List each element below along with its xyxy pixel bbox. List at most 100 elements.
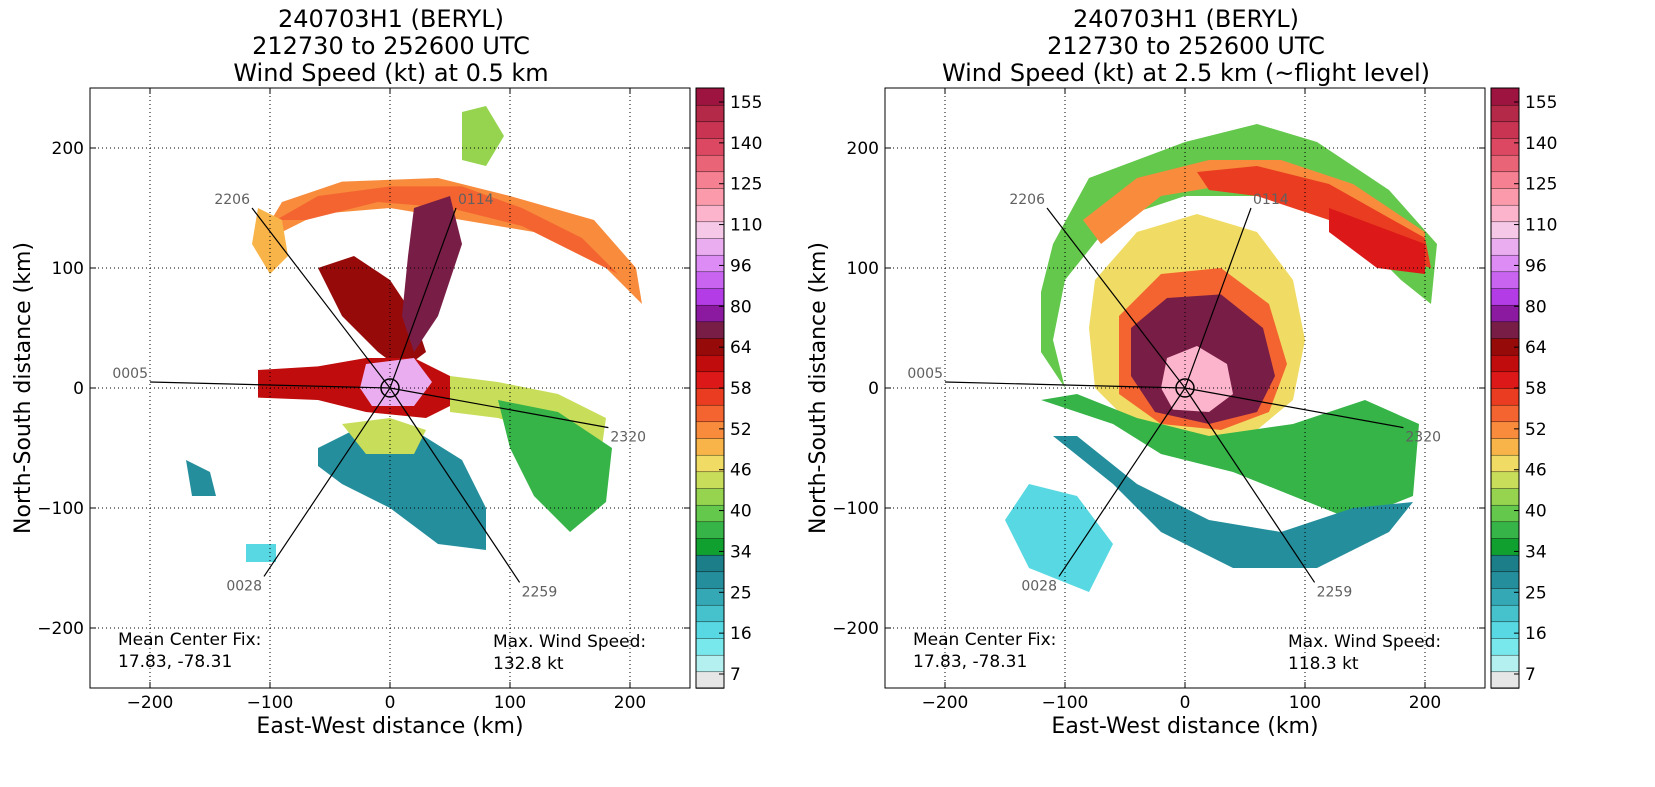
colorbar-tick-label: 125: [1525, 175, 1557, 195]
colorbar-cell: [695, 604, 725, 623]
flight-leg-label: 2206: [1009, 192, 1045, 208]
flight-leg-line: [389, 207, 457, 389]
y-tick-label: −200: [832, 619, 879, 639]
colorbar-cell: [1490, 254, 1520, 273]
x-tick-label: −200: [922, 693, 969, 713]
colorbar-cell: [1490, 604, 1520, 623]
colorbar-cell: [695, 487, 725, 506]
colorbar-cell: [695, 521, 725, 539]
colorbar-cell: [1490, 521, 1520, 539]
colorbar-cell: [695, 187, 725, 206]
colorbar-tick-label: 7: [730, 665, 741, 685]
flight-leg-label: 0114: [458, 192, 494, 208]
flight-leg-line: [944, 381, 1186, 389]
center-fix-value: 17.83, -78.31: [913, 652, 1027, 672]
chart-title-line-3: Wind Speed (kt) at 0.5 km: [233, 59, 549, 87]
wind-speed-swath: [1005, 484, 1113, 592]
colorbar-cell: [1490, 321, 1520, 339]
colorbar-tick-label: 96: [730, 256, 752, 276]
colorbar-tick-label: 46: [1525, 461, 1547, 481]
colorbar-cell: [695, 237, 725, 256]
flight-leg-label: 0005: [907, 366, 943, 382]
flight-leg-label: 2206: [214, 192, 250, 208]
flight-leg-label: 2320: [610, 430, 646, 446]
colorbar-tick-label: 140: [730, 134, 762, 154]
colorbar-cell: [695, 337, 725, 356]
wind-speed-swath: [1329, 208, 1425, 274]
colorbar-tick-label: 7: [1525, 665, 1536, 685]
flight-leg-line: [389, 387, 609, 429]
colorbar-cell: [1490, 87, 1520, 106]
flight-leg-line: [1058, 387, 1186, 577]
colorbar-tick-label: 52: [730, 420, 752, 440]
x-tick-label: −200: [127, 693, 174, 713]
colorbar-tick-label: 110: [1525, 216, 1557, 236]
center-fix-value: 17.83, -78.31: [118, 652, 232, 672]
colorbar-tick-label: 80: [1525, 297, 1547, 317]
max-wind-label: Max. Wind Speed:: [493, 632, 646, 652]
x-tick-label: −100: [247, 693, 294, 713]
flight-leg-line: [1184, 207, 1252, 389]
colorbar-cell: [695, 571, 725, 589]
colorbar-tick-label: 96: [1525, 256, 1547, 276]
colorbar-cell: [695, 204, 725, 223]
flight-leg-line: [1046, 207, 1186, 389]
colorbar-cell: [695, 137, 725, 156]
colorbar-tick-label: 155: [730, 93, 762, 113]
colorbar-cell: [695, 404, 725, 423]
chart-title-line-2: 212730 to 252600 UTC: [252, 32, 530, 60]
wind-speed-swath: [1053, 436, 1413, 568]
colorbar-tick-label: 52: [1525, 420, 1547, 440]
x-axis-label: East-West distance (km): [1051, 714, 1318, 739]
flight-leg-line: [1184, 387, 1316, 583]
colorbar-cell: [1490, 471, 1520, 489]
colorbar-cell: [1490, 187, 1520, 206]
wind-speed-chart-0.5km: 2206 0114 0005 2320 0028 2259 −200 −100 0 100 200 2…: [11, 87, 762, 739]
flight-leg-label: 0114: [1253, 192, 1289, 208]
colorbar-cell: [695, 287, 725, 306]
x-tick-label: 200: [614, 693, 646, 713]
colorbar-cell: [695, 471, 725, 489]
colorbar-tick-label: 140: [1525, 134, 1557, 154]
y-tick-label: −200: [37, 619, 84, 639]
flight-leg-label: 0028: [1021, 578, 1057, 594]
colorbar-cell: [695, 387, 725, 406]
colorbar-tick-label: 64: [1525, 338, 1547, 358]
colorbar-cell: [1490, 621, 1520, 639]
x-tick-label: 0: [1180, 693, 1191, 713]
colorbar-cell: [695, 504, 725, 523]
colorbar-cell: [695, 254, 725, 273]
center-fix-label: Mean Center Fix:: [913, 630, 1056, 650]
max-wind-value: 132.8 kt: [493, 654, 564, 674]
y-tick-label: 0: [868, 379, 879, 399]
colorbar-cell: [695, 421, 725, 439]
colorbar-cell: [1490, 271, 1520, 289]
colorbar-tick-label: 58: [730, 379, 752, 399]
x-tick-label: −100: [1042, 693, 1089, 713]
colorbar-cell: [695, 621, 725, 639]
colorbar-cell: [695, 171, 725, 189]
colorbar-tick-label: 64: [730, 338, 752, 358]
wind-speed-swath: [246, 544, 276, 562]
y-tick-label: 200: [847, 139, 879, 159]
y-tick-label: 200: [52, 139, 84, 159]
wind-speed-swath: [498, 400, 612, 532]
plot-area: [90, 88, 690, 688]
colorbar-cell: [695, 537, 725, 556]
colorbar-tick-label: 16: [1525, 624, 1547, 644]
colorbar-cell: [695, 221, 725, 239]
colorbar-cell: [1490, 371, 1520, 389]
colorbar-cell: [1490, 337, 1520, 356]
y-tick-label: −100: [832, 499, 879, 519]
colorbar-tick-label: 125: [730, 175, 762, 195]
center-fix-marker: [380, 378, 400, 398]
chart-title-line-2: 212730 to 252600 UTC: [1047, 32, 1325, 60]
wind-speed-chart-2.5km: 2206 0114 0005 2320 0028 2259 −200 −100 0 100 200 2…: [806, 87, 1557, 739]
colorbar-cell: [1490, 137, 1520, 156]
flight-leg-line: [263, 387, 391, 577]
colorbar-tick-label: 80: [730, 297, 752, 317]
colorbar-cell: [1490, 287, 1520, 306]
x-tick-label: 100: [1289, 693, 1321, 713]
wind-speed-swath: [1041, 394, 1419, 520]
colorbar-cell: [695, 121, 725, 139]
